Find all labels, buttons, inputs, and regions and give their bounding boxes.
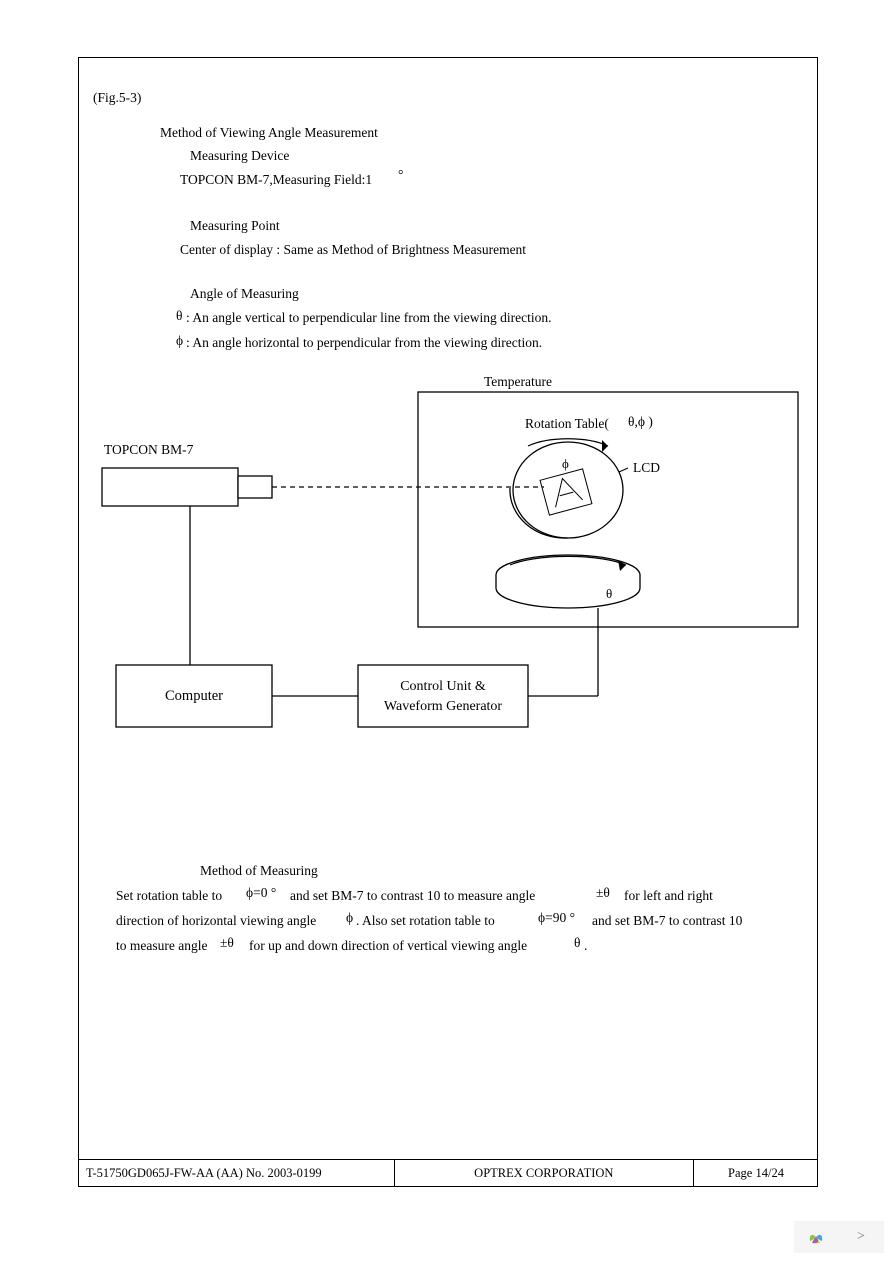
method-l1e: for left and right: [624, 888, 713, 904]
phi-def-text: : An angle horizontal to perpendicular f…: [186, 335, 542, 351]
control-unit-box: [358, 665, 528, 727]
measuring-device-heading: Measuring Device: [190, 148, 289, 164]
method-l2a: direction of horizontal viewing angle: [116, 913, 316, 929]
measuring-device-text: TOPCON BM-7,Measuring Field:1: [180, 172, 372, 188]
method-l3a: to measure angle: [116, 938, 207, 954]
computer-label: Computer: [165, 688, 223, 704]
method-l3e: .: [584, 938, 587, 954]
angle-of-measuring-heading: Angle of Measuring: [190, 286, 299, 302]
phi-symbol: ϕ: [176, 333, 183, 349]
method-l1d: ±θ: [596, 885, 610, 901]
method-l2c: . Also set rotation table to: [356, 913, 495, 929]
phi-disc-label: ϕ: [562, 456, 569, 471]
rotation-table-label: Rotation Table(: [525, 416, 609, 431]
theta-symbol: θ: [176, 308, 182, 324]
control-label-2: Waveform Generator: [384, 699, 503, 714]
degree-symbol-1: °: [398, 167, 403, 183]
page-footer: T-51750GD065J-FW-AA (AA) No. 2003-0199 O…: [78, 1159, 818, 1187]
figure-label: (Fig.5-3): [93, 90, 141, 106]
method-l2b: ϕ: [346, 910, 353, 926]
measuring-point-heading: Measuring Point: [190, 218, 280, 234]
method-l1a: Set rotation table to: [116, 888, 222, 904]
section-title: Method of Viewing Angle Measurement: [160, 125, 378, 141]
rotation-table-args: θ,ϕ ): [628, 414, 653, 429]
chamber-label: Temperature: [484, 374, 552, 389]
viewer-next-icon[interactable]: >: [838, 1221, 884, 1253]
method-l1b: ϕ=0 °: [246, 885, 276, 901]
lcd-label: LCD: [633, 460, 660, 475]
control-label-1: Control Unit &: [400, 679, 486, 694]
method-l2e: and set BM-7 to contrast 10: [592, 913, 742, 929]
footer-left: T-51750GD065J-FW-AA (AA) No. 2003-0199: [78, 1160, 394, 1188]
viewer-toolbar: >: [794, 1221, 884, 1253]
method-l3d: θ: [574, 935, 580, 951]
method-l3c: for up and down direction of vertical vi…: [249, 938, 527, 954]
method-heading: Method of Measuring: [200, 863, 318, 879]
phi-disc: ϕ: [510, 439, 623, 538]
footer-right: Page 14/24: [694, 1160, 819, 1188]
method-l2d: ϕ=90 °: [538, 910, 575, 926]
footer-center: OPTREX CORPORATION: [394, 1160, 693, 1188]
theta-def-text: : An angle vertical to perpendicular lin…: [186, 310, 552, 326]
method-l3b: ±θ: [220, 935, 234, 951]
measuring-point-text: Center of display : Same as Method of Br…: [180, 242, 526, 258]
measurement-diagram: Temperature Rotation Table( θ,ϕ ) LCD ϕ: [78, 370, 818, 770]
theta-disc: θ: [496, 555, 640, 608]
camera-label: TOPCON BM-7: [104, 442, 194, 457]
camera-lens: [238, 476, 272, 498]
method-l1c: and set BM-7 to contrast 10 to measure a…: [290, 888, 535, 904]
camera-body: [102, 468, 238, 506]
viewer-logo-icon[interactable]: [794, 1221, 838, 1253]
theta-disc-label: θ: [606, 586, 612, 601]
